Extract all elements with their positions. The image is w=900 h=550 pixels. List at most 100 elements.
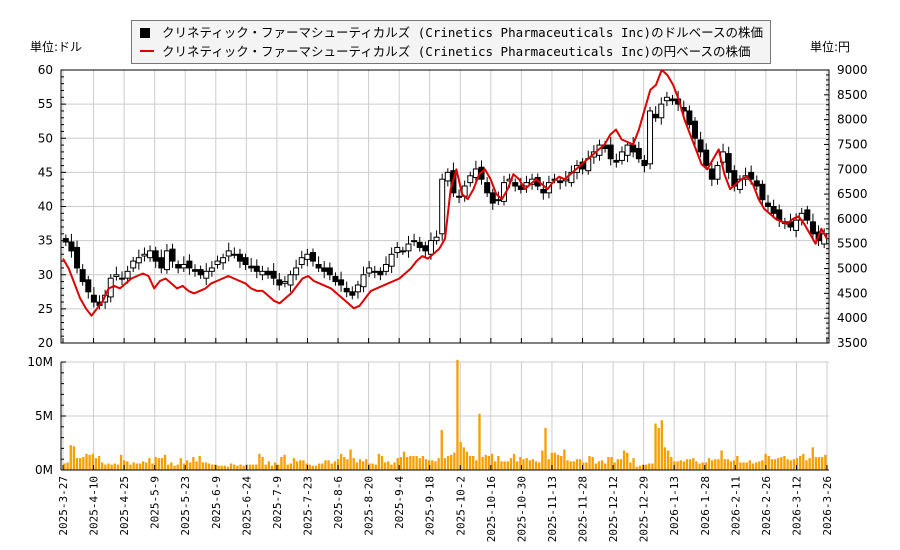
candlestick xyxy=(748,171,755,180)
volume-bar xyxy=(229,463,233,470)
volume-bar xyxy=(534,461,538,470)
candlestick xyxy=(338,279,345,286)
candlestick xyxy=(467,175,474,184)
volume-bar xyxy=(179,458,182,470)
right-axis-tick-label: 7000 xyxy=(837,162,868,176)
volume-bar xyxy=(79,458,82,470)
volume-bar xyxy=(236,465,239,470)
candlestick xyxy=(472,168,479,178)
volume-bar xyxy=(786,459,789,470)
volume-bar xyxy=(251,464,255,470)
candlestick xyxy=(287,274,294,286)
volume-bar xyxy=(685,459,689,470)
candlestick xyxy=(427,240,434,255)
volume-bar xyxy=(622,450,626,470)
volume-bar xyxy=(569,461,572,470)
volume-bar xyxy=(311,465,315,470)
volume-bar xyxy=(651,463,654,470)
volume-bar xyxy=(333,461,337,470)
right-axis-tick-label: 4500 xyxy=(837,286,868,300)
volume-bar xyxy=(481,457,484,470)
candlestick xyxy=(68,241,75,252)
volume-bar xyxy=(431,460,434,470)
volume-bar xyxy=(97,455,101,470)
candlestick xyxy=(141,253,148,257)
volume-bar xyxy=(383,462,387,470)
volume-bar xyxy=(770,459,774,470)
volume-bar xyxy=(619,459,623,470)
candlestick xyxy=(293,267,300,276)
candlestick xyxy=(708,168,715,180)
volume-bar xyxy=(443,458,447,470)
volume-bar xyxy=(654,423,657,470)
candlestick xyxy=(416,241,423,248)
volume-bar xyxy=(302,460,305,470)
candlestick xyxy=(281,281,288,284)
candlestick xyxy=(635,147,642,160)
volume-bar xyxy=(692,458,695,470)
volume-bar xyxy=(201,462,204,470)
volume-bar xyxy=(572,461,575,470)
volume-bar xyxy=(135,463,138,470)
volume-bar xyxy=(343,457,346,470)
volume-bar xyxy=(792,459,796,470)
volume-bar xyxy=(726,459,730,470)
candlestick xyxy=(411,240,418,243)
candlestick xyxy=(439,178,446,235)
candlestick xyxy=(124,270,131,279)
volume-bar xyxy=(610,457,613,470)
volume-bar xyxy=(371,463,374,470)
volume-bar xyxy=(679,460,682,470)
volume-bar xyxy=(336,459,340,470)
volume-bar xyxy=(239,464,242,470)
volume-bar xyxy=(141,461,145,470)
volume-bar xyxy=(258,453,261,470)
volume-bar xyxy=(110,464,113,470)
candlestick xyxy=(697,139,704,153)
volume-bar xyxy=(556,454,560,470)
right-axis-tick-label: 8000 xyxy=(837,113,868,127)
volume-bar xyxy=(484,454,487,470)
candlestick xyxy=(557,180,564,184)
candlestick xyxy=(242,257,249,266)
candlestick xyxy=(433,236,440,242)
candlestick xyxy=(147,250,154,259)
volume-bar xyxy=(270,465,274,470)
volume-bars xyxy=(63,359,827,470)
volume-bar xyxy=(729,461,733,470)
candlestick xyxy=(220,257,227,264)
volume-bar xyxy=(789,460,792,470)
volume-bar xyxy=(248,464,252,470)
volume-bar xyxy=(330,463,333,470)
volume-bar xyxy=(500,461,503,470)
candlestick xyxy=(366,267,373,274)
volume-bar xyxy=(402,451,406,470)
candlestick xyxy=(647,110,654,165)
candlestick xyxy=(74,246,81,269)
candlestick xyxy=(714,165,721,180)
volume-bar xyxy=(739,462,742,470)
volume-bar xyxy=(588,455,591,470)
volume-bar xyxy=(503,461,506,470)
volume-bar xyxy=(824,454,827,470)
volume-bar xyxy=(591,457,594,470)
volume-bar xyxy=(802,453,805,470)
candlestick xyxy=(753,180,760,187)
candlestick xyxy=(377,270,384,276)
candlestick xyxy=(394,246,401,254)
candlestick xyxy=(663,96,670,102)
volume-bar xyxy=(600,460,604,470)
volume-bar xyxy=(660,420,664,470)
volume-bar xyxy=(176,464,179,470)
candlestick xyxy=(736,178,743,190)
candlestick xyxy=(624,144,631,156)
volume-bar xyxy=(308,464,311,470)
x-axis-date-label: 2025-11-28 xyxy=(577,476,590,542)
volume-bar xyxy=(607,457,610,470)
x-axis-date-label: 2025-6-24 xyxy=(240,476,253,536)
volume-bar xyxy=(126,461,129,470)
candlestick-swatch-icon xyxy=(140,28,150,38)
volume-bar xyxy=(472,455,475,470)
volume-bar xyxy=(767,455,770,470)
